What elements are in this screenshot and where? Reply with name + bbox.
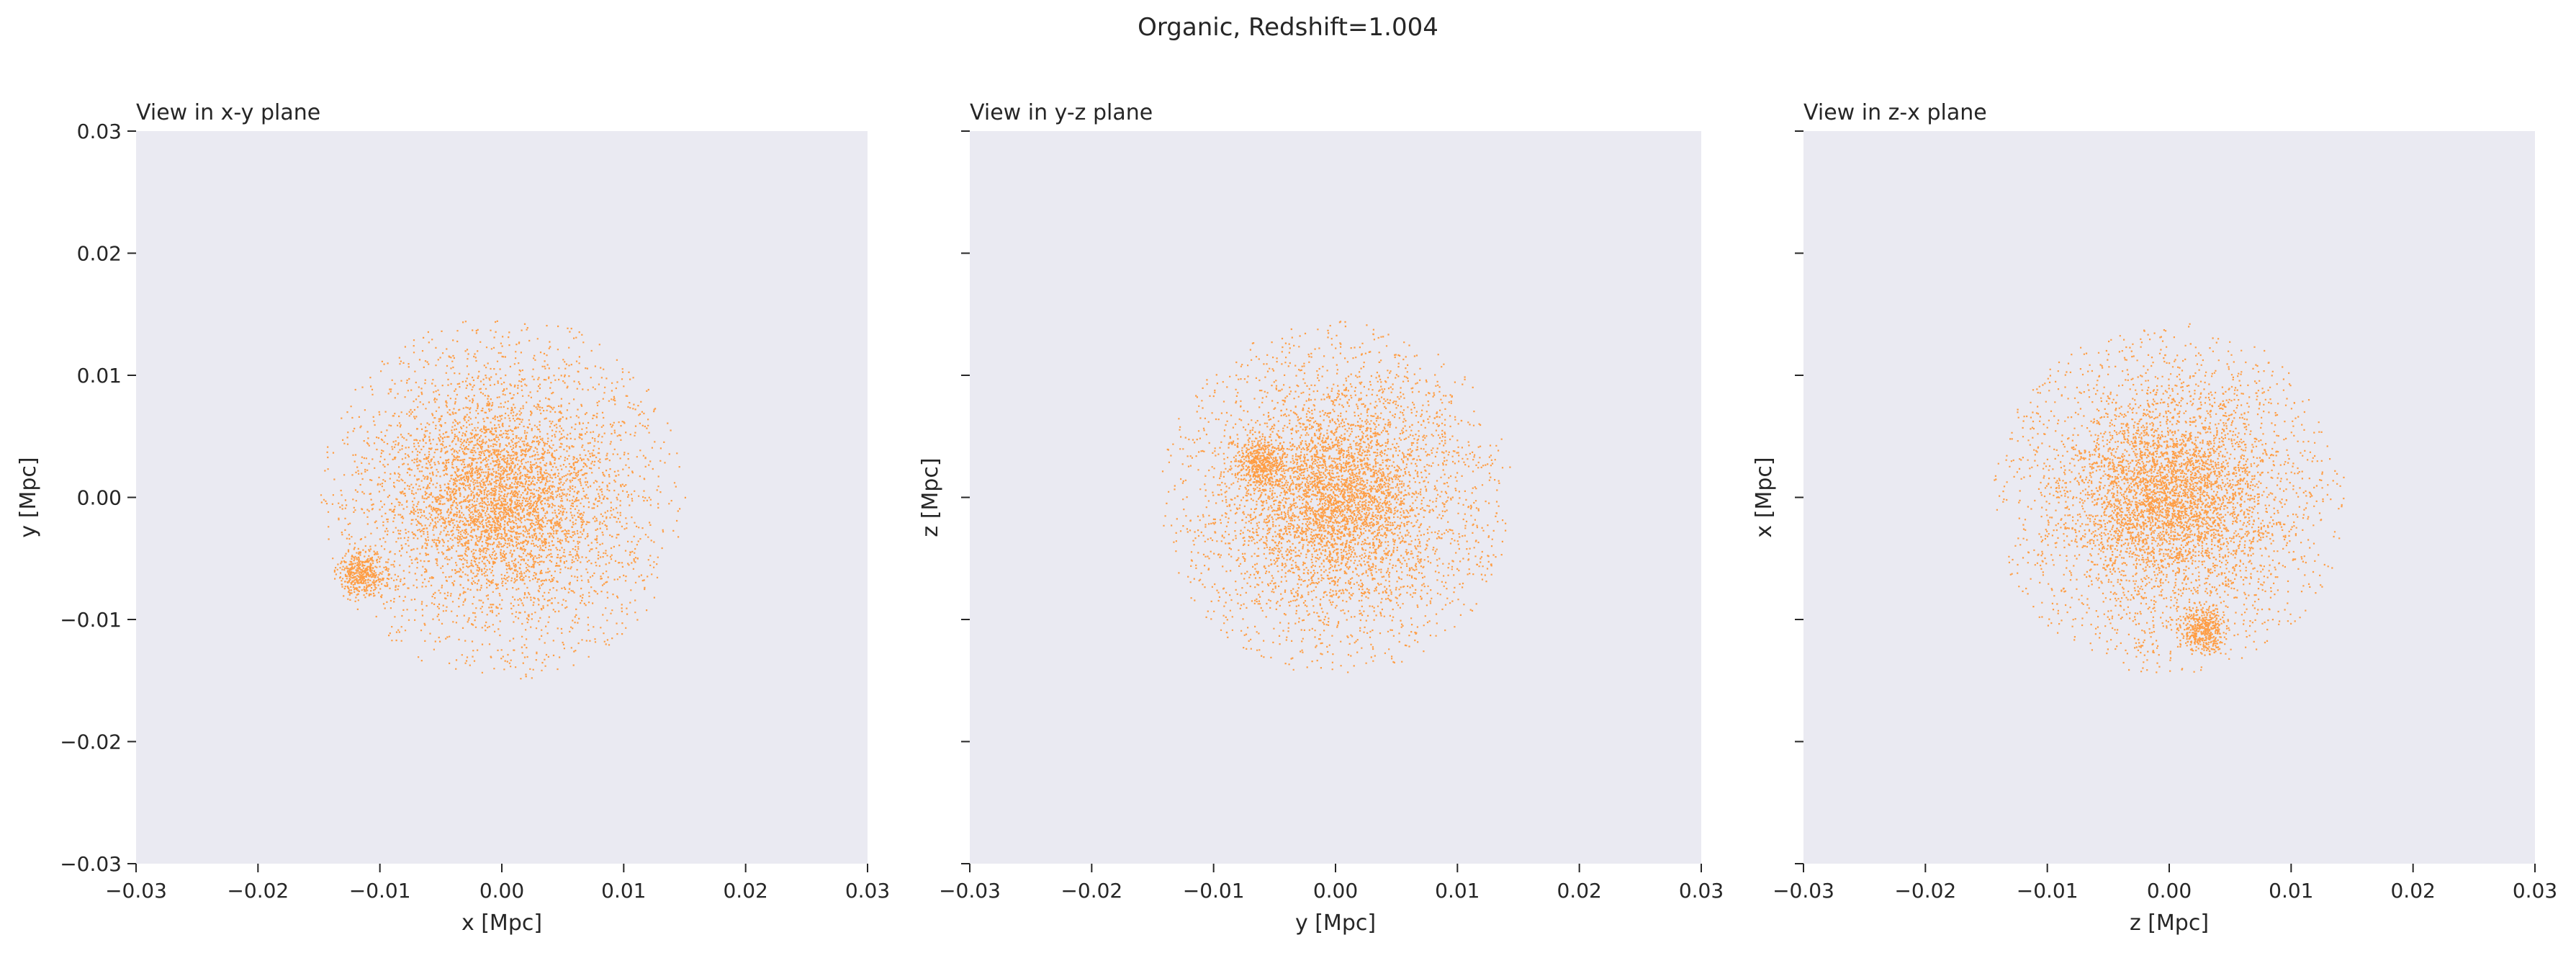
scatter-points-xy [320, 320, 686, 680]
y-axis-yz [961, 130, 970, 864]
y-tick-label: 0.03 [77, 120, 122, 143]
x-axis-label-xy: x [Mpc] [461, 911, 542, 936]
x-tick-label: 0.03 [2513, 879, 2557, 903]
x-axis-zx: −0.03 −0.02 −0.01 0.00 0.01 0.02 0.03 [1773, 864, 2557, 903]
x-tick-label: −0.02 [1894, 879, 1956, 903]
panel-yz: View in y-z plane −0.03 −0.02 −0.01 0.00 0.0… [918, 100, 1724, 936]
x-tick-label: −0.03 [1773, 879, 1834, 903]
x-tick-label: 0.03 [845, 879, 890, 903]
x-tick-label: −0.03 [105, 879, 167, 903]
x-tick-label: −0.01 [2017, 879, 2079, 903]
y-axis-label-zx: x [Mpc] [1752, 457, 1777, 537]
scatter-points-zx [1994, 323, 2345, 674]
y-axis-zx [1795, 130, 1803, 864]
figure-suptitle: Organic, Redshift=1.004 [1138, 13, 1438, 42]
x-tick-label: −0.01 [1183, 879, 1245, 903]
y-tick-label: 0.01 [77, 364, 122, 388]
y-tick-label: −0.02 [60, 730, 122, 754]
x-tick-label: 0.02 [1557, 879, 1601, 903]
x-tick-label: 0.03 [1679, 879, 1724, 903]
panel-title-yz: View in y-z plane [970, 100, 1153, 125]
y-tick-label: −0.03 [60, 852, 122, 876]
x-tick-label: 0.01 [601, 879, 646, 903]
panel-zx: View in z-x plane −0.03 −0.02 −0.01 0.00 0.0… [1752, 100, 2557, 936]
y-tick-label: 0.00 [77, 486, 122, 510]
scatter-cluster [1233, 435, 1290, 494]
y-tick-label: 0.02 [77, 242, 122, 266]
x-tick-label: 0.00 [2147, 879, 2192, 903]
x-tick-label: −0.02 [227, 879, 289, 903]
panel-title-xy: View in x-y plane [136, 100, 320, 125]
x-tick-label: 0.02 [2390, 879, 2435, 903]
y-axis-label-xy: y [Mpc] [16, 457, 41, 537]
scatter-cluster [333, 545, 389, 602]
x-tick-label: 0.01 [2269, 879, 2313, 903]
x-tick-label: 0.00 [479, 879, 524, 903]
y-axis-xy: −0.03 −0.02 −0.01 0.00 0.01 0.02 0.03 [60, 120, 136, 876]
x-tick-label: −0.02 [1060, 879, 1122, 903]
x-tick-label: 0.02 [723, 879, 767, 903]
scatter-cluster [2176, 603, 2230, 656]
y-tick-label: −0.01 [60, 608, 122, 632]
x-tick-label: −0.01 [349, 879, 411, 903]
x-axis-label-zx: z [Mpc] [2130, 911, 2209, 936]
x-axis-label-yz: y [Mpc] [1295, 911, 1376, 936]
x-tick-label: 0.00 [1313, 879, 1358, 903]
y-axis-label-yz: z [Mpc] [918, 457, 943, 537]
x-tick-label: −0.03 [939, 879, 1001, 903]
panel-xy: View in x-y plane −0.03 −0.02 −0.01 0.00 0.0… [16, 100, 890, 936]
scatter-points-yz [1161, 321, 1511, 674]
axes-area-xy [136, 131, 868, 864]
x-axis-xy: −0.03 −0.02 −0.01 0.00 0.01 0.02 0.03 [105, 864, 890, 903]
x-axis-yz: −0.03 −0.02 −0.01 0.00 0.01 0.02 0.03 [939, 864, 1724, 903]
x-tick-label: 0.01 [1435, 879, 1480, 903]
panel-title-zx: View in z-x plane [1803, 100, 1987, 125]
